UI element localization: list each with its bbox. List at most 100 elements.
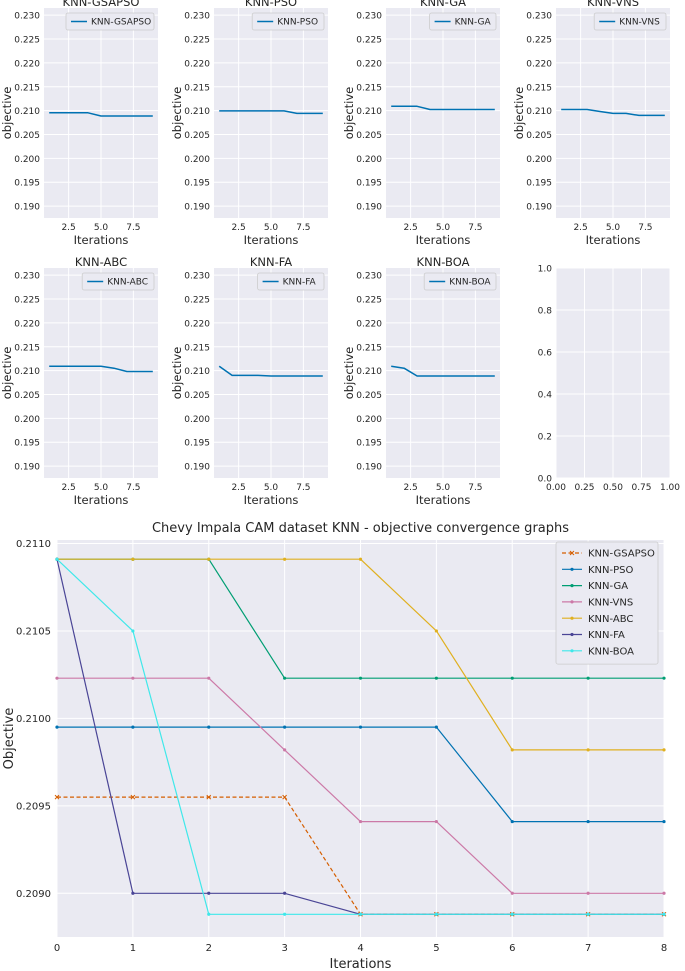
y-axis-label: objective [0,87,14,140]
y-tick-label: 0.200 [14,415,40,425]
data-point [131,629,135,633]
chart-panel: 2.5 5.0 7.5 0.190 0.195 0.200 0.205 0.210 0.215 0… [342,255,500,507]
x-axis-label: Iterations [244,493,299,507]
data-point [283,557,287,561]
y-tick-label: 0.220 [184,319,210,329]
y-tick-label: 0.210 [356,107,382,117]
data-point [662,819,666,824]
y-axis-label: objective [170,87,184,140]
legend-box [593,12,667,31]
x-tick-label: 2 [206,943,212,954]
data-point [283,891,287,895]
y-tick-label: 0.4 [538,391,553,401]
chart-panel: 2.5 5.0 7.5 0.190 0.195 0.200 0.205 0.210 0.215 0… [0,0,158,247]
chart-panel: 0 1 2 3 4 5 6 7 8 0.2090 0.2095 0.2100 0.2105 0.2110 C… [2,521,667,971]
data-point [358,557,363,561]
x-tick-label: 5 [433,943,439,954]
y-tick-label: 0.190 [356,203,382,213]
x-tick-label: 7.5 [468,483,482,493]
legend-marker [570,584,574,588]
y-tick-label: 0.205 [356,131,382,141]
y-axis-label: objective [0,347,14,400]
y-tick-label: 0.210 [14,367,40,377]
data-point [131,725,135,729]
data-point [586,912,590,916]
data-point [55,676,59,680]
legend-label: KNN-FA [588,630,625,641]
y-tick-label: 0.220 [356,319,382,329]
legend-label: KNN-FA [283,278,317,288]
x-tick-label: 7.5 [126,223,140,233]
y-tick-label: 0.220 [14,319,40,329]
y-tick-label: 0.215 [14,83,40,93]
x-tick-label: 0 [54,943,60,954]
x-tick-label: 7.5 [296,223,310,233]
y-tick-label: 0.225 [526,36,552,46]
x-tick-label: 7.5 [638,223,652,233]
x-tick-label: 2.5 [61,223,75,233]
chart-title: Chevy Impala CAM dataset KNN - objective… [152,521,569,536]
y-tick-label: 0.195 [184,179,210,189]
x-axis-label: Iterations [330,957,392,971]
data-point [510,676,514,680]
chart-panel: 2.5 5.0 7.5 0.190 0.195 0.200 0.205 0.210 0.215 0… [0,255,158,507]
x-tick-label: 2.5 [231,483,245,493]
y-tick-label: 0.210 [526,107,552,117]
series-line [49,365,153,373]
legend-box [423,272,497,291]
data-point [358,725,363,729]
series-line [49,112,153,117]
x-axis-label: Iterations [416,233,471,247]
y-tick-label: 0.195 [14,179,40,189]
y-tick-label: 0.2110 [16,539,51,550]
data-point [662,748,666,752]
y-tick-label: 0.210 [184,107,210,117]
y-tick-label: 0.195 [526,179,552,189]
y-tick-label: 0.200 [356,155,382,165]
data-point [207,557,211,561]
y-tick-label: 0.190 [184,463,210,473]
legend-label: KNN-BOA [449,278,491,288]
x-tick-label: 7.5 [468,223,482,233]
data-point [131,891,135,895]
series-line [218,365,323,377]
y-tick-label: 0.215 [356,343,382,353]
y-tick-label: 0.220 [356,59,382,69]
y-tick-label: 0.230 [356,12,382,22]
legend-label: KNN-ABC [107,278,148,288]
chart-title: KNN-ABC [75,255,127,269]
y-tick-label: 0.230 [356,272,382,282]
y-tick-label: 0.215 [526,83,552,93]
y-tick-label: 0.225 [184,296,210,306]
data-point [282,794,287,800]
x-tick-label: 4 [357,943,363,954]
data-point [510,912,514,916]
x-tick-label: 6 [509,943,515,954]
y-axis-label: objective [512,87,526,140]
data-point [434,819,438,824]
data-point [131,557,135,561]
data-point [586,676,590,680]
data-point [358,912,363,916]
y-tick-label: 0.205 [526,131,552,141]
y-tick-label: 0.2105 [16,626,51,637]
y-tick-label: 0.2095 [16,801,51,812]
y-tick-label: 0.195 [356,179,382,189]
data-point [586,748,590,752]
y-tick-label: 0.225 [14,36,40,46]
legend-label: KNN-PSO [277,18,318,28]
y-tick-label: 0.215 [184,343,210,353]
y-tick-label: 0.205 [14,391,40,401]
data-point [55,557,59,561]
x-tick-label: 5.0 [94,223,109,233]
x-tick-label: 5.0 [606,223,621,233]
y-tick-label: 0.225 [14,296,40,306]
data-point [434,676,438,680]
y-tick-label: 0.215 [356,83,382,93]
data-point [662,891,666,895]
y-tick-label: 0.0 [538,475,553,485]
data-point [662,912,666,916]
chart-panel: 2.5 5.0 7.5 0.190 0.195 0.200 0.205 0.210 0.215 0… [512,0,670,247]
x-tick-label: 2.5 [403,223,417,233]
data-point [283,725,287,729]
